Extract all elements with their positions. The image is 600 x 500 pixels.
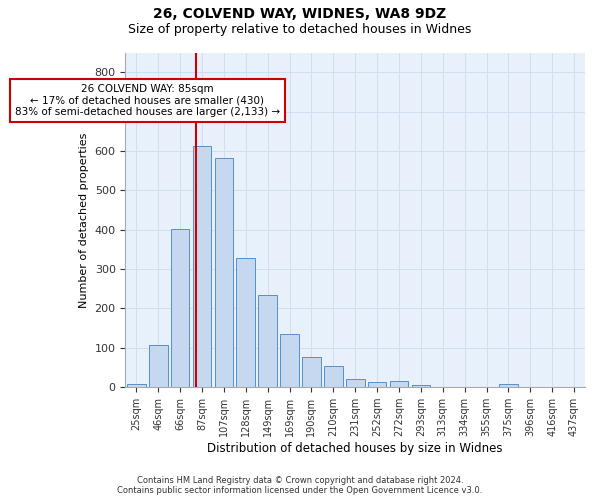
Bar xyxy=(193,146,211,387)
Bar xyxy=(171,228,190,387)
Y-axis label: Number of detached properties: Number of detached properties xyxy=(79,132,89,308)
Bar xyxy=(259,294,277,387)
Bar xyxy=(346,378,365,387)
Bar xyxy=(280,334,299,387)
Bar xyxy=(368,382,386,387)
Bar xyxy=(127,384,146,387)
Bar xyxy=(215,158,233,387)
Text: Contains HM Land Registry data © Crown copyright and database right 2024.
Contai: Contains HM Land Registry data © Crown c… xyxy=(118,476,482,495)
Bar xyxy=(149,345,167,387)
Bar xyxy=(324,366,343,387)
Bar xyxy=(389,380,408,387)
X-axis label: Distribution of detached houses by size in Widnes: Distribution of detached houses by size … xyxy=(208,442,503,455)
Bar xyxy=(236,258,255,387)
Bar xyxy=(412,386,430,387)
Bar xyxy=(302,356,321,387)
Text: 26, COLVEND WAY, WIDNES, WA8 9DZ: 26, COLVEND WAY, WIDNES, WA8 9DZ xyxy=(154,8,446,22)
Text: Size of property relative to detached houses in Widnes: Size of property relative to detached ho… xyxy=(128,22,472,36)
Text: 26 COLVEND WAY: 85sqm
← 17% of detached houses are smaller (430)
83% of semi-det: 26 COLVEND WAY: 85sqm ← 17% of detached … xyxy=(15,84,280,117)
Bar xyxy=(499,384,518,387)
